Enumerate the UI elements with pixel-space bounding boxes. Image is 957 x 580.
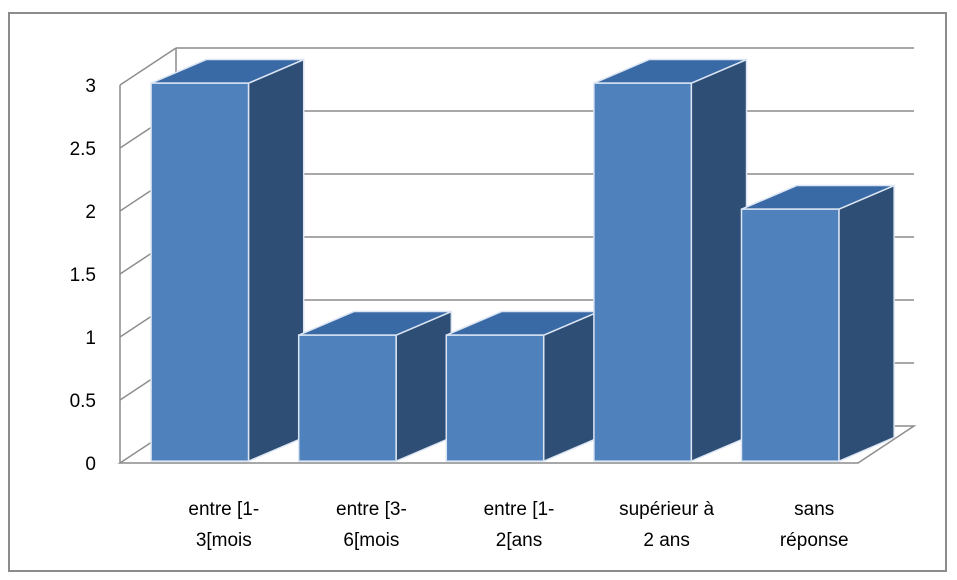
bar	[445, 310, 600, 463]
y-tick-label: 0.5	[70, 391, 96, 412]
y-tick-label: 1	[85, 328, 96, 349]
y-tick-labels: 0 0.5 1 1.5 2 2.5 3	[70, 76, 96, 475]
bars	[150, 58, 895, 463]
x-category-label: 6[mois	[343, 530, 399, 551]
bar-front	[593, 82, 693, 462]
bar-front	[445, 334, 545, 462]
x-category-label: 3[mois	[196, 530, 252, 551]
bar-front	[740, 208, 840, 462]
bar-side	[247, 58, 305, 463]
x-category-label: entre [3-	[336, 499, 407, 520]
bar-side	[838, 184, 895, 463]
x-category-label: sans	[794, 499, 834, 520]
bar	[150, 58, 305, 463]
x-category-label: 2 ans	[643, 530, 689, 551]
x-category-label: 2[ans	[496, 530, 542, 551]
bar	[297, 310, 453, 463]
x-category-label: réponse	[780, 530, 849, 551]
y-tick-label: 1.5	[70, 265, 96, 286]
x-category-label: entre [1-	[484, 499, 555, 520]
bar-side	[690, 58, 748, 463]
x-category-label: entre [1-	[188, 499, 259, 520]
bar	[593, 58, 748, 463]
bar	[740, 184, 895, 463]
y-tick-label: 2.5	[70, 139, 96, 160]
bar-side	[395, 310, 453, 463]
bar-front	[150, 82, 250, 462]
y-tick-label: 2	[85, 202, 96, 223]
bar-front	[297, 334, 397, 462]
y-tick-label: 3	[85, 76, 96, 97]
x-category-label: supérieur à	[619, 499, 714, 520]
y-tick-label: 0	[85, 454, 96, 475]
gridline-side	[119, 47, 177, 86]
bar-side	[542, 310, 600, 463]
x-category-labels: entre [1- 3[mois entre [3- 6[mois entre [1- 2…	[188, 499, 848, 551]
